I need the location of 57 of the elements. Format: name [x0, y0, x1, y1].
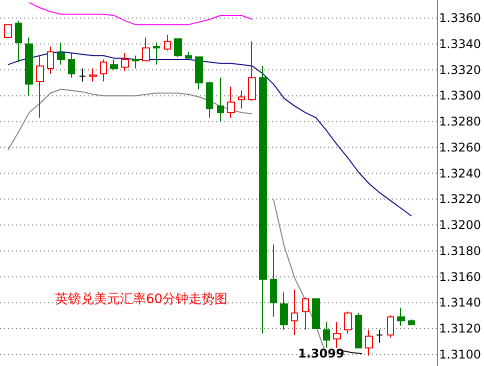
candlestick	[238, 90, 245, 110]
candlestick	[132, 55, 139, 70]
candlestick	[397, 307, 405, 326]
candlestick	[153, 42, 160, 66]
y-tick-label: 1.3120	[439, 321, 482, 336]
text: 英镑兑美元汇率60分钟走势图	[55, 291, 228, 307]
candlestick	[100, 58, 107, 82]
candlestick	[270, 244, 277, 318]
candlestick	[217, 77, 224, 122]
y-tick-label: 1.3160	[439, 270, 482, 284]
candlestick	[164, 34, 171, 51]
y-tick-label: 1.3340	[439, 36, 482, 51]
candlestick	[185, 51, 192, 59]
candlestick	[36, 55, 44, 118]
y-tick-label: 1.3320	[439, 62, 482, 77]
y-tick-label: 1.3240	[439, 166, 482, 180]
candlestick	[79, 68, 86, 82]
candlestick	[121, 52, 129, 72]
candlestick	[195, 56, 203, 90]
y-tick-label: 1.3200	[439, 218, 482, 232]
candlestick	[355, 312, 362, 348]
candlestick	[206, 80, 213, 118]
y-tick-label: 1.3260	[439, 140, 482, 154]
candlestick	[323, 322, 330, 348]
y-tick-label: 1.3100	[439, 347, 482, 362]
candlestick	[57, 42, 65, 66]
candlestick	[408, 318, 415, 326]
candlestick	[4, 24, 12, 38]
candlestick	[387, 315, 394, 338]
y-tick-label: 1.3180	[439, 244, 482, 258]
candlestick	[174, 38, 182, 58]
candlestick	[47, 46, 54, 74]
candlestick	[248, 40, 256, 102]
candlestick	[280, 292, 288, 330]
candlestick	[291, 289, 298, 336]
candlestick	[110, 58, 118, 70]
candlestick	[344, 311, 352, 334]
y-tick-label: 1.3140	[439, 296, 482, 310]
y-tick-label: 1.3220	[439, 192, 482, 206]
candlestick	[259, 65, 267, 334]
annotation: 1.3099	[298, 346, 344, 361]
candlestick	[15, 20, 22, 63]
line-series	[28, 2, 253, 26]
candlestick	[89, 68, 97, 82]
y-tick-label: 1.3300	[439, 88, 482, 103]
candlestick	[312, 298, 320, 329]
y-tick-label: 1.3360	[439, 11, 482, 26]
candlestick	[25, 37, 33, 96]
line-series	[7, 51, 412, 216]
candlestick	[227, 86, 235, 118]
candlestick	[142, 37, 150, 62]
candlestick	[333, 322, 341, 348]
y-tick-label: 1.3280	[439, 114, 482, 129]
candlestick	[68, 52, 75, 78]
candlestick	[376, 329, 383, 344]
candlestick	[365, 329, 373, 356]
candlestick	[302, 296, 309, 330]
